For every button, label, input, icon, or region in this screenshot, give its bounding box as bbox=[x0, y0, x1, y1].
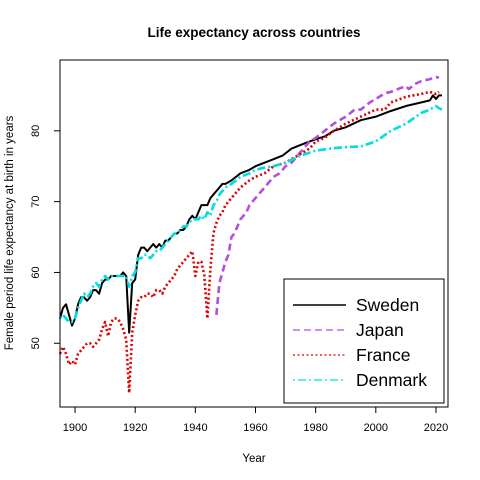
series-line-japan bbox=[215, 75, 440, 316]
series-line-france bbox=[58, 90, 440, 395]
x-tick-label: 1900 bbox=[63, 422, 87, 434]
y-tick-label: 70 bbox=[30, 196, 42, 208]
y-axis-ticks: 50 60 70 80 bbox=[30, 125, 60, 349]
series-lines bbox=[58, 75, 443, 395]
y-tick-label: 50 bbox=[30, 337, 42, 349]
y-axis-label: Female period life expectancy at birth i… bbox=[4, 115, 16, 350]
y-tick-label: 80 bbox=[30, 125, 42, 137]
x-axis-label: Year bbox=[242, 453, 265, 465]
legend-label-sweden: Sweden bbox=[356, 295, 419, 315]
y-tick-label: 60 bbox=[30, 266, 42, 278]
legend-label-japan: Japan bbox=[356, 320, 404, 340]
x-axis-ticks: 1900 1920 1940 1960 1980 2000 2020 bbox=[63, 407, 448, 434]
legend-box bbox=[283, 278, 445, 404]
legend-label-france: France bbox=[356, 345, 410, 365]
x-tick-label: 1920 bbox=[123, 422, 147, 434]
legend-label-denmark: Denmark bbox=[356, 370, 427, 390]
x-tick-label: 2020 bbox=[424, 422, 448, 434]
legend: Sweden Japan France Denmark bbox=[283, 278, 445, 404]
chart-title: Life expectancy across countries bbox=[147, 25, 360, 40]
x-tick-label: 1980 bbox=[303, 422, 327, 434]
x-tick-label: 1940 bbox=[183, 422, 207, 434]
series-line-denmark bbox=[59, 104, 443, 324]
plot-frame bbox=[59, 59, 449, 408]
x-tick-label: 2000 bbox=[364, 422, 388, 434]
x-tick-label: 1960 bbox=[243, 422, 267, 434]
